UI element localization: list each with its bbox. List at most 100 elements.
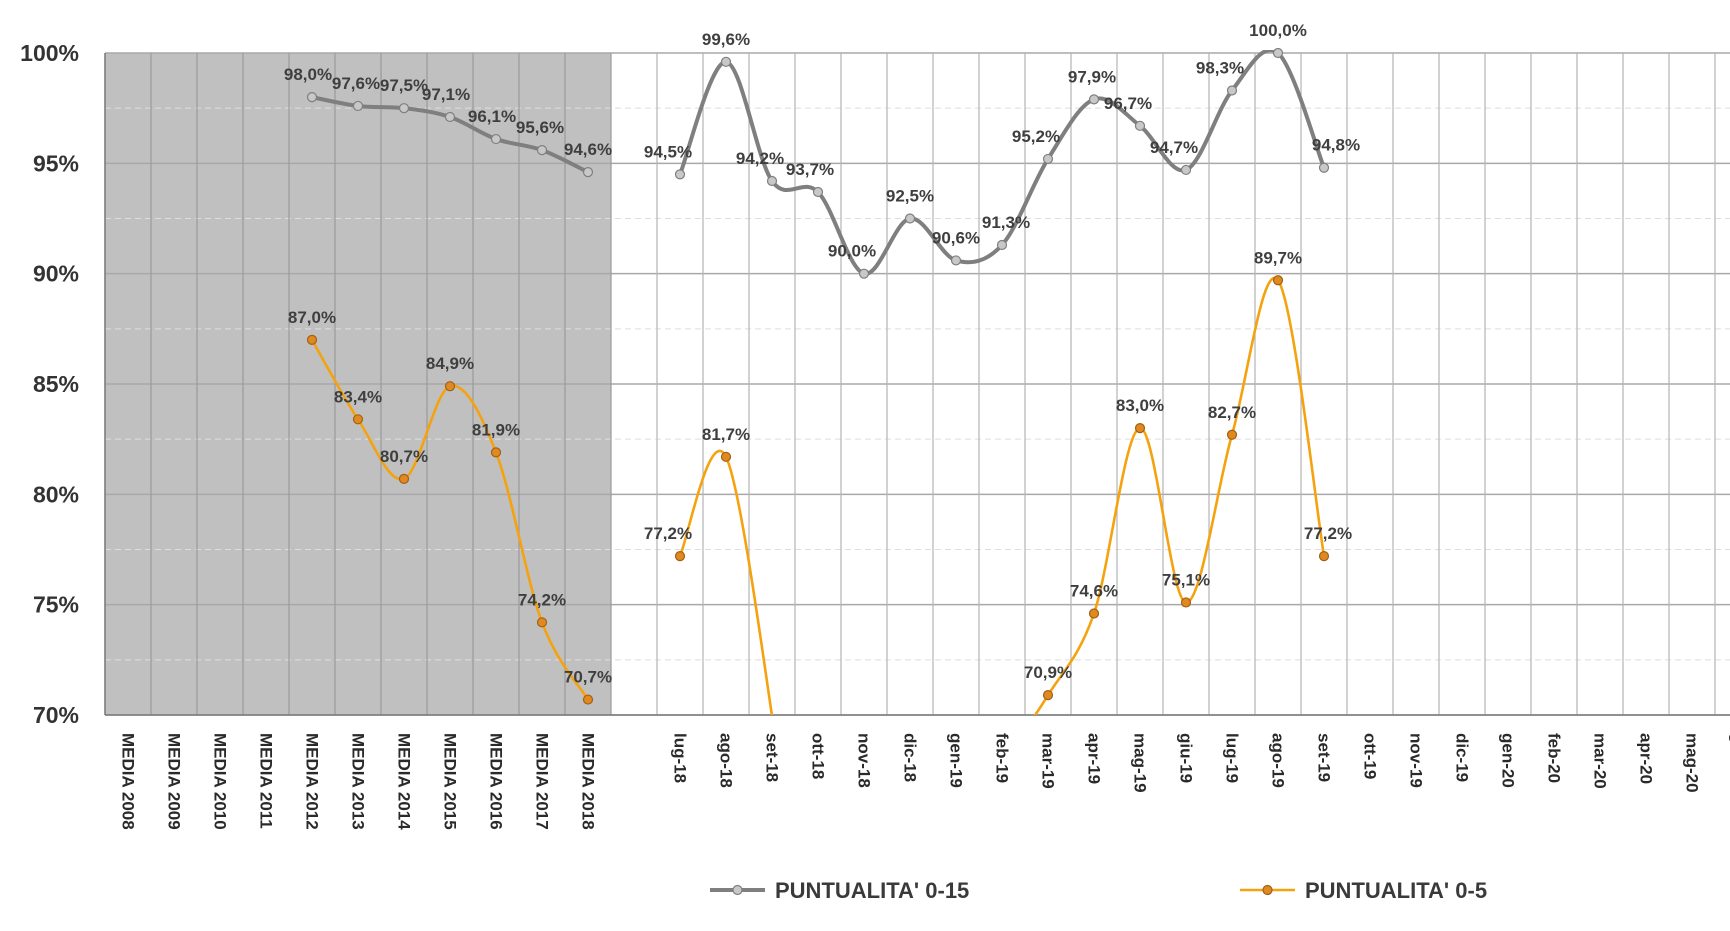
x-tick-label: gen-20: [1499, 733, 1518, 788]
x-tick-label: MEDIA 2012: [303, 733, 322, 830]
legend-marker: [1263, 886, 1272, 895]
data-label: 83,4%: [334, 387, 382, 406]
x-tick-label: MEDIA 2015: [441, 733, 460, 830]
data-point: [676, 170, 685, 179]
y-tick-label: 100%: [20, 40, 79, 66]
data-label: 70,7%: [564, 668, 612, 687]
data-label: 94,8%: [1312, 136, 1360, 155]
data-point: [354, 101, 363, 110]
data-label: 100,0%: [1249, 21, 1307, 40]
data-point: [1090, 609, 1099, 618]
x-tick-label: MEDIA 2016: [487, 733, 506, 830]
data-label: 96,7%: [1104, 94, 1152, 113]
data-point: [446, 382, 455, 391]
x-tick-label: feb-20: [1545, 733, 1564, 783]
x-tick-label: apr-20: [1637, 733, 1656, 784]
x-tick-label: mag-19: [1131, 733, 1150, 793]
x-tick-label: MEDIA 2010: [211, 733, 230, 830]
x-tick-label: MEDIA 2008: [119, 733, 138, 830]
data-label: 97,9%: [1068, 67, 1116, 86]
y-tick-label: 90%: [33, 261, 79, 287]
data-point: [1320, 163, 1329, 172]
data-label: 74,2%: [518, 590, 566, 609]
legend-marker: [733, 886, 742, 895]
data-point: [308, 93, 317, 102]
data-point: [1182, 598, 1191, 607]
data-label: 77,2%: [644, 524, 692, 543]
data-label: 95,6%: [516, 118, 564, 137]
x-tick-label: MEDIA 2017: [533, 733, 552, 830]
data-label: 81,9%: [472, 420, 520, 439]
data-label: 94,2%: [736, 149, 784, 168]
data-label: 90,6%: [932, 228, 980, 247]
x-tick-label: mar-19: [1039, 733, 1058, 789]
data-point: [1274, 276, 1283, 285]
data-label: 70,9%: [1024, 663, 1072, 682]
y-tick-label: 75%: [33, 592, 79, 618]
x-tick-label: lug-18: [671, 733, 690, 783]
data-label: 96,1%: [468, 107, 516, 126]
data-point: [308, 335, 317, 344]
x-tick-label: set-19: [1315, 733, 1334, 782]
data-label: 75,1%: [1162, 570, 1210, 589]
y-tick-label: 70%: [33, 702, 79, 728]
x-tick-label: MEDIA 2011: [257, 733, 276, 829]
data-point: [1320, 552, 1329, 561]
data-label: 97,5%: [380, 76, 428, 95]
data-label: 90,0%: [828, 242, 876, 261]
data-label: 82,7%: [1208, 403, 1256, 422]
data-point: [676, 552, 685, 561]
data-point: [1136, 424, 1145, 433]
data-point: [1228, 430, 1237, 439]
data-label: 97,6%: [332, 74, 380, 93]
x-tick-label: dic-19: [1453, 733, 1472, 782]
data-point: [538, 618, 547, 627]
y-tick-label: 85%: [33, 371, 79, 397]
data-point: [1044, 691, 1053, 700]
data-point: [446, 112, 455, 121]
x-tick-label: MEDIA 2009: [165, 733, 184, 830]
data-label: 97,1%: [422, 85, 470, 104]
legend-label: PUNTUALITA' 0-5: [1305, 878, 1487, 903]
data-label: 99,6%: [702, 30, 750, 49]
x-tick-label: dic-18: [901, 733, 920, 782]
x-tick-label: ago-19: [1269, 733, 1288, 788]
data-label: 98,3%: [1196, 59, 1244, 78]
data-point: [584, 168, 593, 177]
x-tick-label: feb-19: [993, 733, 1012, 783]
data-point: [814, 188, 823, 197]
data-label: 91,3%: [982, 213, 1030, 232]
y-tick-label: 80%: [33, 481, 79, 507]
data-label: 84,9%: [426, 354, 474, 373]
y-tick-label: 95%: [33, 150, 79, 176]
x-tick-label: nov-19: [1407, 733, 1426, 788]
x-tick-label: MEDIA 2013: [349, 733, 368, 830]
data-label: 92,5%: [886, 187, 934, 206]
data-point: [354, 415, 363, 424]
data-label: 94,5%: [644, 142, 692, 161]
x-tick-label: apr-19: [1085, 733, 1104, 784]
data-point: [722, 452, 731, 461]
data-label: 89,7%: [1254, 248, 1302, 267]
data-label: 87,0%: [288, 308, 336, 327]
x-tick-label: ago-18: [717, 733, 736, 788]
x-tick-label: nov-18: [855, 733, 874, 788]
data-point: [1182, 165, 1191, 174]
data-point: [768, 176, 777, 185]
x-tick-label: lug-19: [1223, 733, 1242, 783]
data-point: [1090, 95, 1099, 104]
data-label: 94,7%: [1150, 138, 1198, 157]
data-point: [1044, 154, 1053, 163]
x-tick-label: ott-19: [1361, 733, 1380, 779]
data-point: [952, 256, 961, 265]
data-point: [906, 214, 915, 223]
data-label: 81,7%: [702, 425, 750, 444]
x-tick-label: MEDIA 2018: [579, 733, 598, 830]
data-point: [538, 146, 547, 155]
x-tick-label: gen-19: [947, 733, 966, 788]
data-label: 98,0%: [284, 65, 332, 84]
data-point: [400, 104, 409, 113]
data-label: 74,6%: [1070, 581, 1118, 600]
